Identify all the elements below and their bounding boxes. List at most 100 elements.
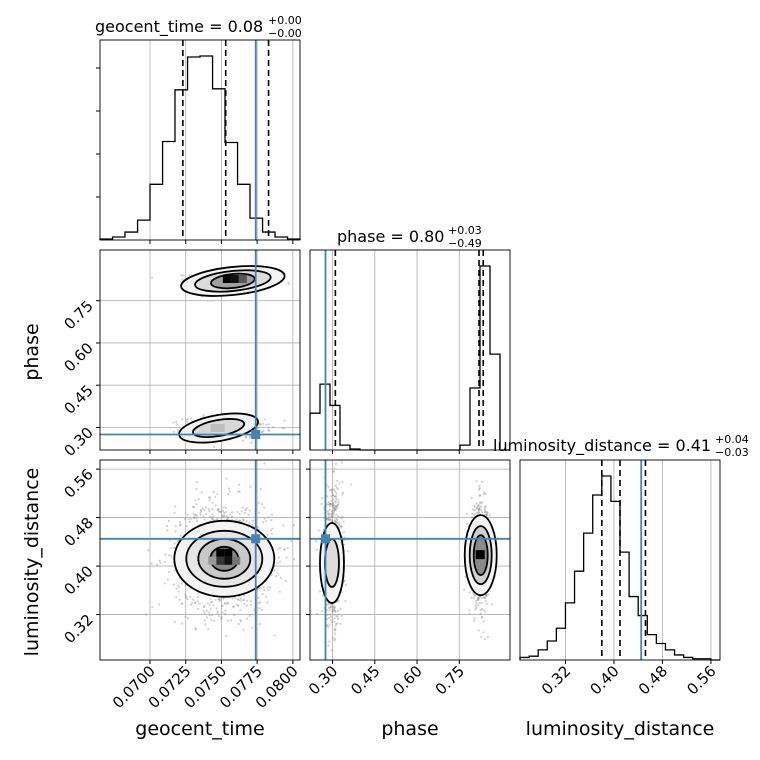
scatter-point xyxy=(181,417,184,421)
density-cell xyxy=(230,274,239,283)
scatter-point xyxy=(334,505,337,508)
scatter-point xyxy=(332,470,336,473)
scatter-point xyxy=(223,602,226,605)
scatter-point xyxy=(185,525,188,528)
scatter-point xyxy=(174,505,177,508)
scatter-point xyxy=(257,602,260,605)
scatter-point xyxy=(473,504,476,507)
density-cell xyxy=(238,274,247,283)
scatter-point xyxy=(332,470,335,473)
scatter-point xyxy=(175,587,178,590)
scatter-point xyxy=(182,274,185,277)
scatter-point xyxy=(334,637,337,640)
scatter-point xyxy=(483,509,486,512)
density-cell xyxy=(216,556,225,565)
scatter-point xyxy=(159,561,162,564)
scatter-point xyxy=(195,517,198,520)
scatter-point xyxy=(216,493,219,496)
scatter-point xyxy=(232,605,235,608)
scatter-point xyxy=(321,594,325,597)
scatter-point xyxy=(332,504,335,507)
scatter-point xyxy=(147,549,150,552)
scatter-point xyxy=(203,508,206,512)
plot-area xyxy=(150,265,290,449)
scatter-point xyxy=(227,487,231,490)
scatter-point xyxy=(333,488,336,491)
x-axis-label-phase: phase xyxy=(381,718,438,740)
scatter-point xyxy=(484,510,487,513)
scatter-point xyxy=(257,596,260,600)
scatter-point xyxy=(192,517,196,520)
scatter-point xyxy=(224,609,227,612)
scatter-point xyxy=(172,421,175,424)
scatter-point xyxy=(334,504,337,508)
scatter-point xyxy=(163,560,167,563)
scatter-point xyxy=(340,525,343,529)
scatter-point xyxy=(334,507,337,510)
scatter-point xyxy=(203,518,206,521)
scatter-point xyxy=(341,480,344,484)
scatter-point xyxy=(334,627,337,630)
scatter-point xyxy=(331,604,334,607)
scatter-point xyxy=(262,429,265,432)
scatter-point xyxy=(335,520,338,523)
scatter-point xyxy=(482,596,485,599)
scatter-point xyxy=(475,602,478,605)
scatter-point xyxy=(282,524,285,527)
scatter-point xyxy=(216,612,219,615)
scatter-point xyxy=(245,617,249,620)
scatter-point xyxy=(485,602,488,605)
x-tick-label: 0.45 xyxy=(347,662,383,698)
scatter-point xyxy=(276,572,279,575)
scatter-point xyxy=(481,480,484,484)
scatter-point xyxy=(151,606,154,609)
scatter-point xyxy=(339,524,342,527)
contour-level xyxy=(324,538,340,588)
scatter-point xyxy=(336,601,339,604)
scatter-point xyxy=(222,506,225,509)
scatter-point xyxy=(486,635,489,638)
scatter-point xyxy=(268,429,271,432)
scatter-point xyxy=(211,501,214,504)
scatter-point xyxy=(248,614,251,617)
scatter-point xyxy=(482,631,485,634)
scatter-point xyxy=(337,500,340,504)
scatter-point xyxy=(480,616,484,619)
scatter-point xyxy=(186,418,190,421)
scatter-point xyxy=(196,514,199,517)
scatter-point xyxy=(486,511,489,514)
scatter-point xyxy=(168,554,171,557)
scatter-panel-phase-vs-luminosity-distance: 0.30 0.45 0.60 0.75 xyxy=(305,459,511,698)
scatter-point xyxy=(264,418,267,421)
scatter-point xyxy=(335,486,338,489)
scatter-point xyxy=(343,580,347,583)
scatter-point xyxy=(480,607,484,610)
scatter-point xyxy=(175,420,178,423)
scatter-point xyxy=(172,430,176,433)
scatter-point xyxy=(226,517,229,521)
scatter-point xyxy=(191,505,195,509)
panel-frame xyxy=(309,459,511,661)
density-cell xyxy=(216,548,225,557)
scatter-point xyxy=(476,504,480,507)
scatter-point xyxy=(190,517,193,521)
scatter-point xyxy=(290,539,293,543)
scatter-point xyxy=(237,490,240,493)
scatter-point xyxy=(330,499,333,502)
scatter-point xyxy=(257,511,261,514)
scatter-point xyxy=(329,618,332,622)
scatter-point xyxy=(216,509,220,512)
scatter-point xyxy=(333,608,336,611)
panel-frame xyxy=(99,249,301,451)
scatter-point xyxy=(328,504,332,508)
scatter-point xyxy=(487,593,490,596)
scatter-point xyxy=(481,601,484,605)
scatter-point xyxy=(335,504,339,508)
scatter-point xyxy=(222,509,225,513)
scatter-point xyxy=(225,477,228,480)
scatter-point xyxy=(476,604,480,607)
scatter-point xyxy=(292,558,296,561)
scatter-point xyxy=(212,619,215,623)
scatter-point xyxy=(184,615,187,619)
scatter-point xyxy=(317,529,320,532)
